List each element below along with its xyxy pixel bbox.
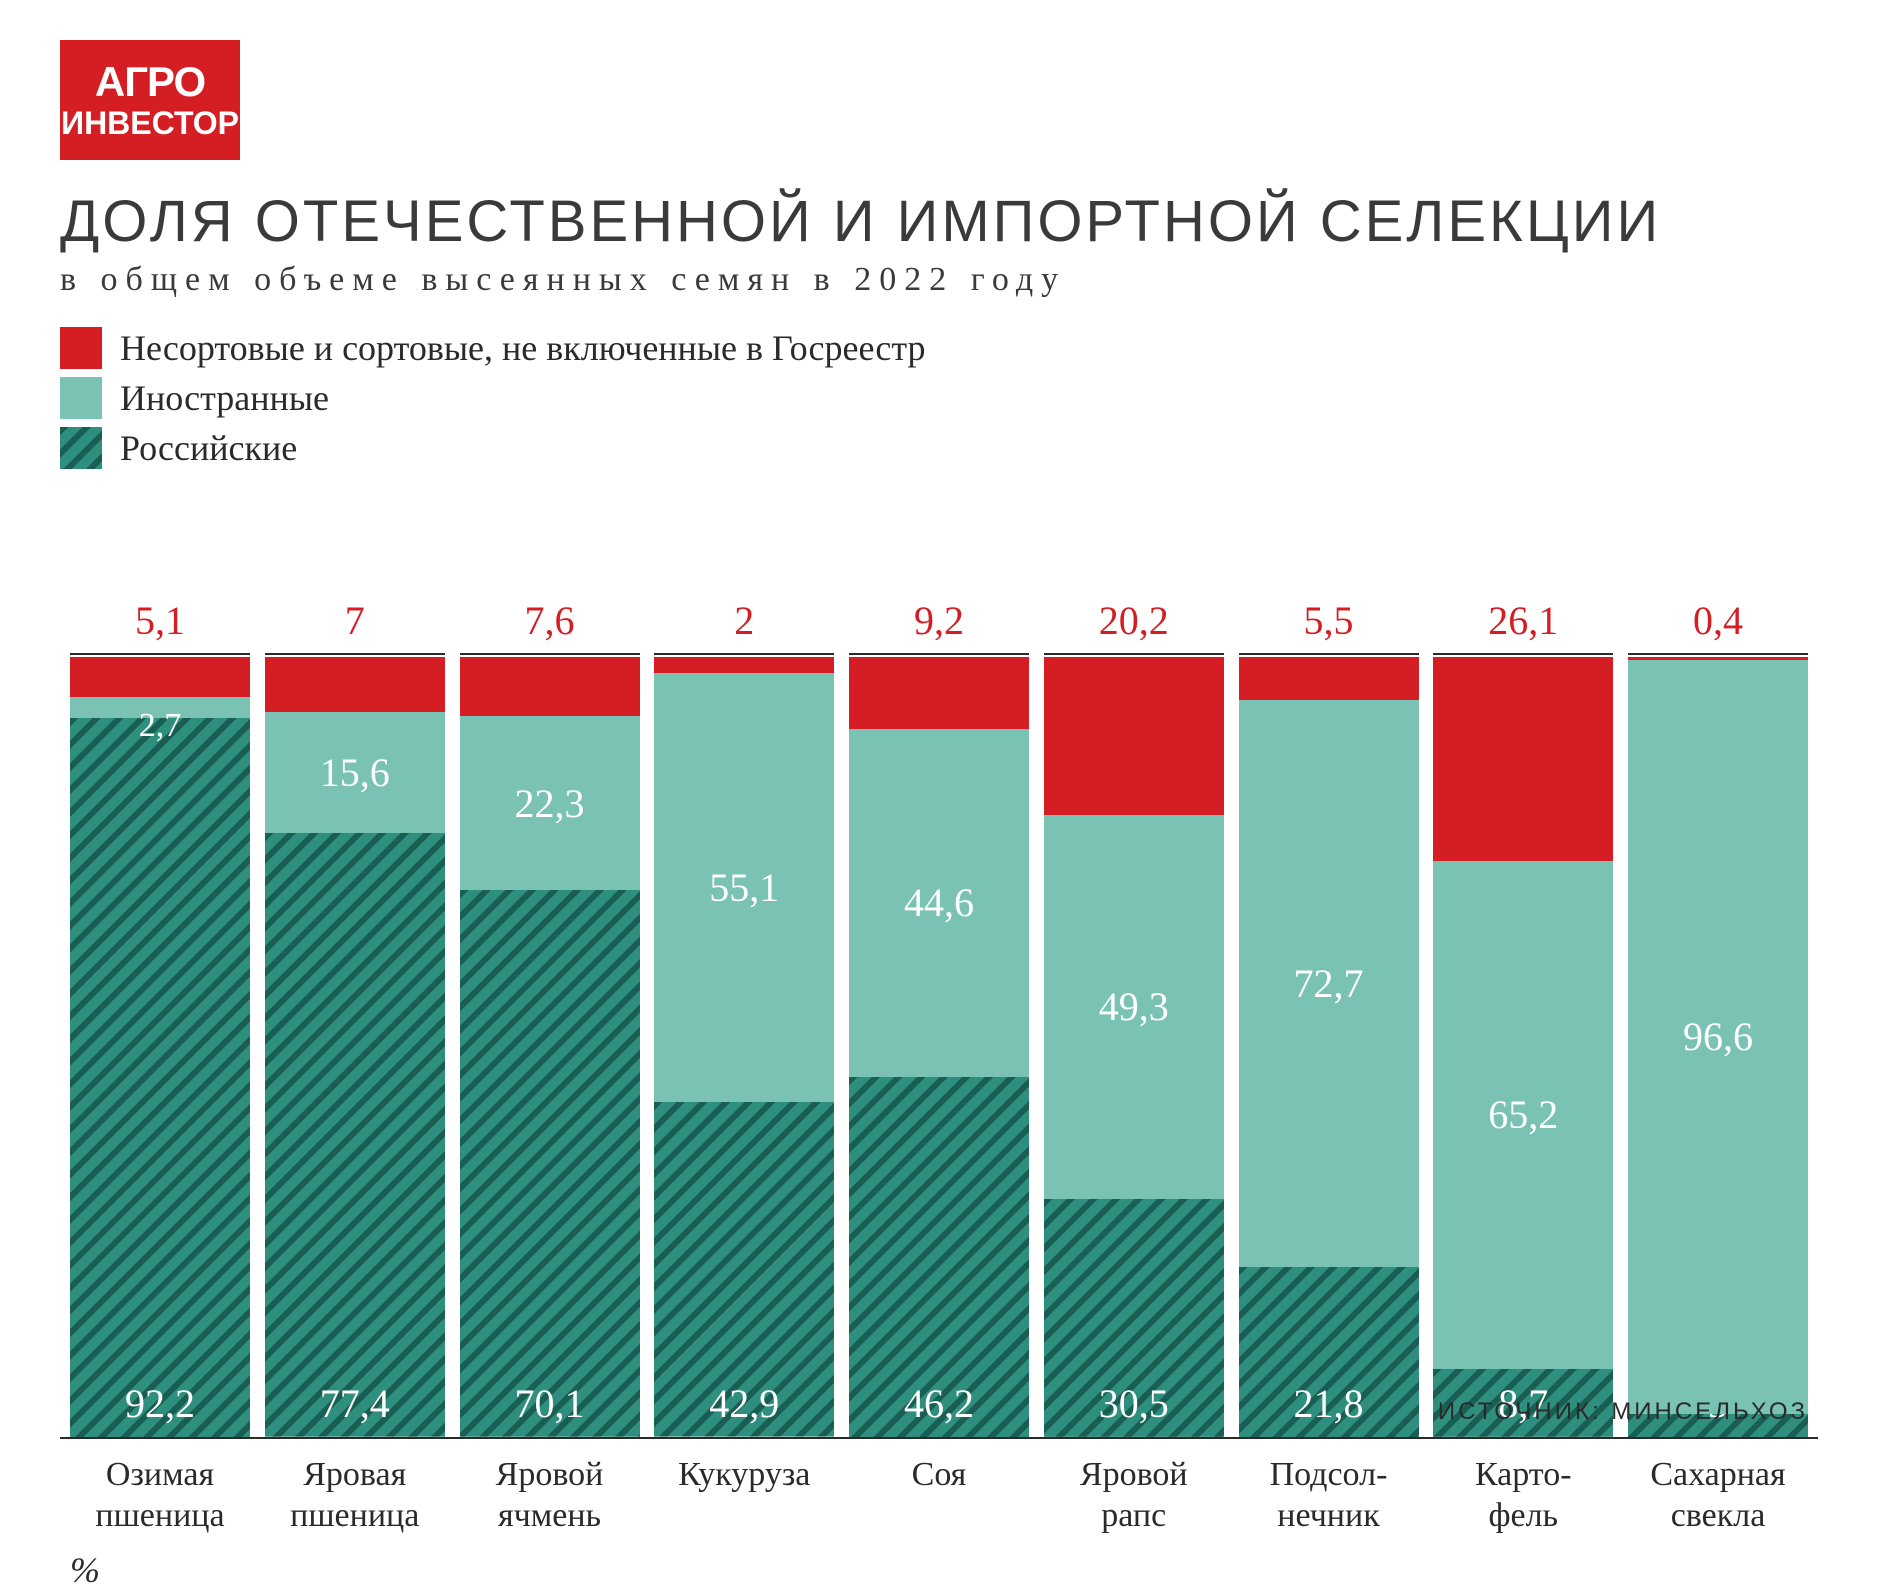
segment-value: 72,7 bbox=[1294, 960, 1364, 1007]
legend-swatch bbox=[60, 377, 102, 419]
bar-stack: 70,1 22,3 bbox=[460, 657, 640, 1437]
segment-unsorted bbox=[70, 657, 250, 697]
bar-top-value: 26,1 bbox=[1433, 597, 1613, 644]
segment-russian: 70,1 bbox=[460, 890, 640, 1437]
segment-value: 70,1 bbox=[515, 1380, 585, 1427]
bar-top-value: 7 bbox=[265, 597, 445, 644]
legend-swatch bbox=[60, 327, 102, 369]
bar-top-value: 2 bbox=[654, 597, 834, 644]
x-axis-labels: Озимая пшеницаЯровая пшеницаЯровой ячмен… bbox=[60, 1439, 1818, 1537]
x-axis-label: Яровой ячмень bbox=[460, 1455, 640, 1537]
bar-stack: 42,9 55,1 bbox=[654, 657, 834, 1437]
chart-subtitle: в общем объеме высеянных семян в 2022 го… bbox=[60, 261, 1818, 299]
segment-value: 92,2 bbox=[125, 1380, 195, 1427]
segment-unsorted bbox=[1239, 657, 1419, 700]
segment-foreign: 55,1 bbox=[654, 673, 834, 1103]
brand-logo: АГРО ИНВЕСТОР bbox=[60, 40, 240, 160]
segment-foreign: 96,6 bbox=[1628, 660, 1808, 1413]
x-axis-label: Яровая пшеница bbox=[265, 1455, 445, 1537]
bar-top-value: 7,6 bbox=[460, 597, 640, 644]
segment-value: 49,3 bbox=[1099, 983, 1169, 1030]
bar-group: 9,246,244,6 bbox=[849, 653, 1029, 1437]
legend-label: Несортовые и сортовые, не включенные в Г… bbox=[120, 327, 926, 369]
segment-foreign: 44,6 bbox=[849, 729, 1029, 1077]
bar-group: 20,230,549,3 bbox=[1044, 653, 1224, 1437]
segment-unsorted bbox=[1433, 657, 1613, 861]
segment-russian: 30,5 bbox=[1044, 1199, 1224, 1437]
bar-group: 7,670,122,3 bbox=[460, 653, 640, 1437]
x-axis-label: Сахарная свекла bbox=[1628, 1455, 1808, 1537]
logo-text-line1: АГРО bbox=[95, 61, 205, 103]
y-axis-unit: % bbox=[70, 1549, 1818, 1591]
x-axis-label: Карто- фель bbox=[1433, 1455, 1613, 1537]
bar-top-value: 5,5 bbox=[1239, 597, 1419, 644]
segment-value: 15,6 bbox=[320, 749, 390, 796]
chart-plot-area: 5,1 92,2 2,7 7 77,4 15,6 7,6 70,1 22,3 2 42,9 55,1 9… bbox=[60, 559, 1818, 1439]
segment-value: 30,5 bbox=[1099, 1380, 1169, 1427]
x-axis-label: Кукуруза bbox=[654, 1455, 834, 1537]
segment-unsorted bbox=[1044, 657, 1224, 815]
segment-foreign: 22,3 bbox=[460, 716, 640, 890]
segment-unsorted bbox=[654, 657, 834, 673]
segment-value: 55,1 bbox=[709, 864, 779, 911]
bar-stack: 8,765,2 bbox=[1433, 657, 1613, 1437]
segment-foreign: 2,7 bbox=[70, 697, 250, 718]
segment-value: 42,9 bbox=[709, 1380, 779, 1427]
segment-value: 44,6 bbox=[904, 879, 974, 926]
bar-group: 26,18,765,2 bbox=[1433, 653, 1613, 1437]
segment-unsorted bbox=[460, 657, 640, 716]
segment-unsorted bbox=[849, 657, 1029, 729]
bar-stack: 77,4 15,6 bbox=[265, 657, 445, 1437]
legend-item: Несортовые и сортовые, не включенные в Г… bbox=[60, 327, 1818, 369]
source-attribution: ИСТОЧНИК: МИНСЕЛЬХОЗ bbox=[1438, 1398, 1808, 1426]
segment-value: 22,3 bbox=[515, 780, 585, 827]
segment-foreign: 65,2 bbox=[1433, 861, 1613, 1370]
segment-value: 46,2 bbox=[904, 1380, 974, 1427]
segment-foreign: 15,6 bbox=[265, 712, 445, 834]
segment-foreign: 49,3 bbox=[1044, 815, 1224, 1200]
x-axis-label: Яровой рапс bbox=[1044, 1455, 1224, 1537]
segment-foreign: 72,7 bbox=[1239, 700, 1419, 1267]
segment-russian: 42,9 bbox=[654, 1102, 834, 1437]
segment-russian: 92,2 bbox=[70, 718, 250, 1437]
segment-value: 2,7 bbox=[139, 707, 182, 745]
bar-group: 242,955,1 bbox=[654, 653, 834, 1437]
legend-swatch bbox=[60, 427, 102, 469]
bar-top-value: 0,4 bbox=[1628, 597, 1808, 644]
legend: Несортовые и сортовые, не включенные в Г… bbox=[60, 327, 1818, 469]
bar-stack: 30,5 49,3 bbox=[1044, 657, 1224, 1437]
chart-title: ДОЛЯ ОТЕЧЕСТВЕННОЙ И ИМПОРТНОЙ СЕЛЕКЦИИ bbox=[60, 188, 1818, 255]
legend-item: Российские bbox=[60, 427, 1818, 469]
segment-russian: 77,4 bbox=[265, 833, 445, 1437]
bar-top-value: 9,2 bbox=[849, 597, 1029, 644]
x-axis-label: Озимая пшеница bbox=[70, 1455, 250, 1537]
bar-group: 777,415,6 bbox=[265, 653, 445, 1437]
bar-group: 5,521,872,7 bbox=[1239, 653, 1419, 1437]
segment-value: 77,4 bbox=[320, 1380, 390, 1427]
bar-stack: 92,2 2,7 bbox=[70, 657, 250, 1437]
segment-unsorted bbox=[265, 657, 445, 712]
segment-value: 96,6 bbox=[1683, 1013, 1753, 1060]
bar-stack: 21,8 72,7 bbox=[1239, 657, 1419, 1437]
segment-russian: 21,8 bbox=[1239, 1267, 1419, 1437]
x-axis-label: Подсол- нечник bbox=[1239, 1455, 1419, 1537]
segment-value: 21,8 bbox=[1294, 1380, 1364, 1427]
segment-unsorted bbox=[1628, 657, 1808, 660]
legend-label: Российские bbox=[120, 427, 297, 469]
bar-top-value: 20,2 bbox=[1044, 597, 1224, 644]
bar-group: 5,192,22,7 bbox=[70, 653, 250, 1437]
bar-stack: 396,6 bbox=[1628, 657, 1808, 1437]
legend-label: Иностранные bbox=[120, 377, 329, 419]
logo-text-line2: ИНВЕСТОР bbox=[61, 107, 239, 139]
segment-russian: 46,2 bbox=[849, 1077, 1029, 1437]
legend-item: Иностранные bbox=[60, 377, 1818, 419]
x-axis-label: Соя bbox=[849, 1455, 1029, 1537]
segment-value: 65,2 bbox=[1488, 1091, 1558, 1138]
bar-group: 0,4396,6 bbox=[1628, 653, 1808, 1437]
bar-stack: 46,2 44,6 bbox=[849, 657, 1029, 1437]
bar-top-value: 5,1 bbox=[70, 597, 250, 644]
